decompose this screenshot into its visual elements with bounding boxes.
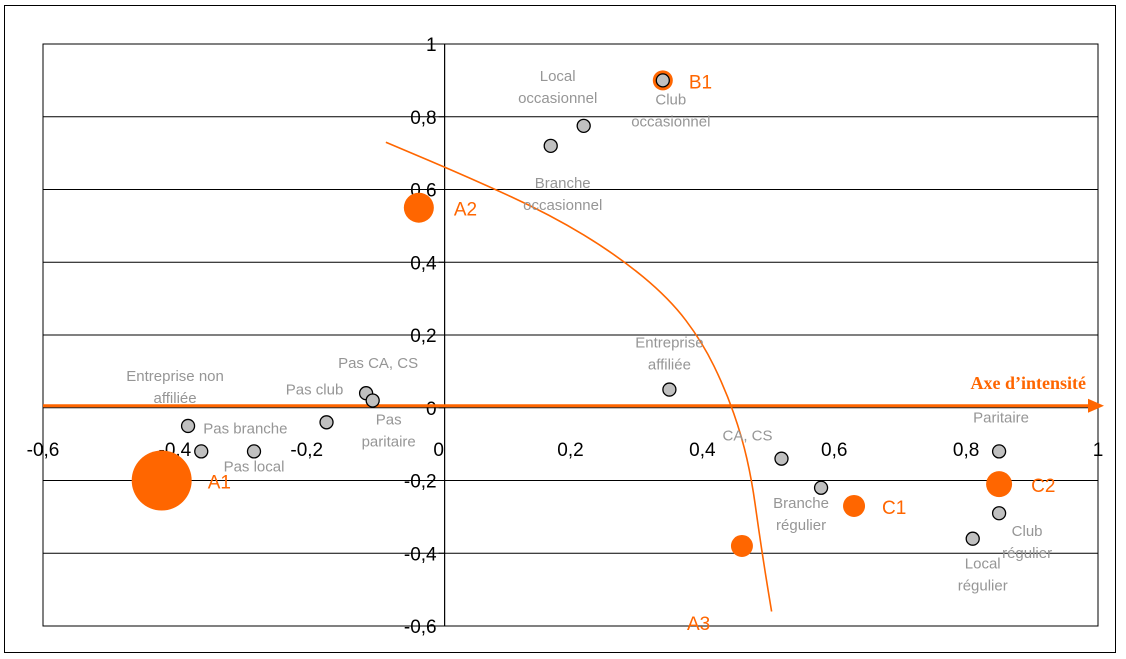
category-point-label: occasionnel — [631, 113, 710, 130]
category-point-label: Club — [655, 91, 686, 108]
y-tick-label: 0 — [426, 399, 437, 420]
group-label: C1 — [882, 498, 906, 519]
x-tick-label: -0,6 — [27, 440, 60, 461]
category-point — [991, 444, 1007, 459]
group-marker — [403, 192, 434, 223]
y-tick-label: 0,8 — [410, 108, 436, 129]
category-point-label: Branche — [773, 495, 829, 512]
category-point-label: CA, CS — [722, 428, 772, 445]
group-marker — [843, 494, 866, 517]
x-tick-label: -0,2 — [290, 440, 323, 461]
category-point-label: Paritaire — [973, 409, 1029, 426]
y-tick-label: 0,4 — [410, 253, 437, 274]
category-point-label: régulier — [1002, 545, 1052, 562]
category-point — [965, 531, 980, 546]
y-tick-label: -0,6 — [404, 617, 437, 638]
category-point-label: Entreprise non — [126, 368, 224, 385]
category-point — [543, 138, 558, 154]
x-tick-label: 0 — [433, 440, 444, 461]
category-point — [246, 444, 262, 459]
chart-frame — [4, 5, 1116, 653]
category-point — [813, 480, 829, 495]
category-point-label: paritaire — [362, 433, 416, 450]
category-point-label: affiliée — [648, 357, 691, 374]
category-point-label: régulier — [958, 578, 1008, 595]
category-point-label: régulier — [776, 517, 826, 534]
group-label: B1 — [689, 72, 712, 93]
category-point-label: Pas local — [224, 458, 285, 475]
category-point-label: Pas CA, CS — [338, 355, 418, 372]
group-marker — [986, 471, 1013, 498]
y-tick-label: -0,2 — [404, 472, 437, 493]
category-point — [319, 415, 334, 430]
category-point — [180, 418, 196, 434]
category-point-label: Pas club — [286, 381, 344, 398]
category-point — [194, 444, 209, 459]
x-tick-label: 0,8 — [953, 440, 979, 461]
group-label: C2 — [1031, 476, 1055, 497]
y-tick-label: 0,2 — [410, 326, 436, 347]
category-point-label: affiliée — [154, 390, 197, 407]
intensity-axis-label: Axe d’intensité — [971, 373, 1087, 393]
category-point-label: Pas — [376, 411, 402, 428]
x-tick-label: 0,2 — [557, 440, 583, 461]
category-point-label: Entreprise — [635, 335, 703, 352]
category-point — [576, 118, 591, 133]
category-point-label: Local — [540, 68, 576, 85]
category-point — [662, 382, 677, 397]
x-tick-label: 0,4 — [689, 440, 716, 461]
category-point-label: occasionnel — [518, 90, 597, 107]
x-tick-label: 1 — [1093, 440, 1104, 461]
y-tick-label: -0,4 — [404, 544, 437, 565]
group-marker — [730, 534, 753, 557]
category-point — [365, 393, 380, 408]
category-point-label: Local — [965, 556, 1001, 573]
category-point-label: Pas branche — [203, 420, 287, 437]
group-label: A3 — [687, 614, 710, 635]
group-label: A1 — [208, 473, 231, 494]
group-marker-inner-point — [655, 73, 670, 88]
category-point-label: occasionnel — [523, 197, 602, 214]
category-point — [991, 506, 1007, 521]
group-label: A2 — [454, 200, 477, 221]
intensity-axis-arrowhead — [1088, 398, 1104, 413]
x-tick-label: 0,6 — [821, 440, 847, 461]
category-point — [774, 451, 789, 466]
separation-curve — [385, 141, 773, 612]
category-point-label: Branche — [535, 175, 591, 192]
group-marker — [131, 450, 192, 511]
y-tick-label: 1 — [426, 35, 437, 56]
category-point-label: Club — [1012, 523, 1043, 540]
